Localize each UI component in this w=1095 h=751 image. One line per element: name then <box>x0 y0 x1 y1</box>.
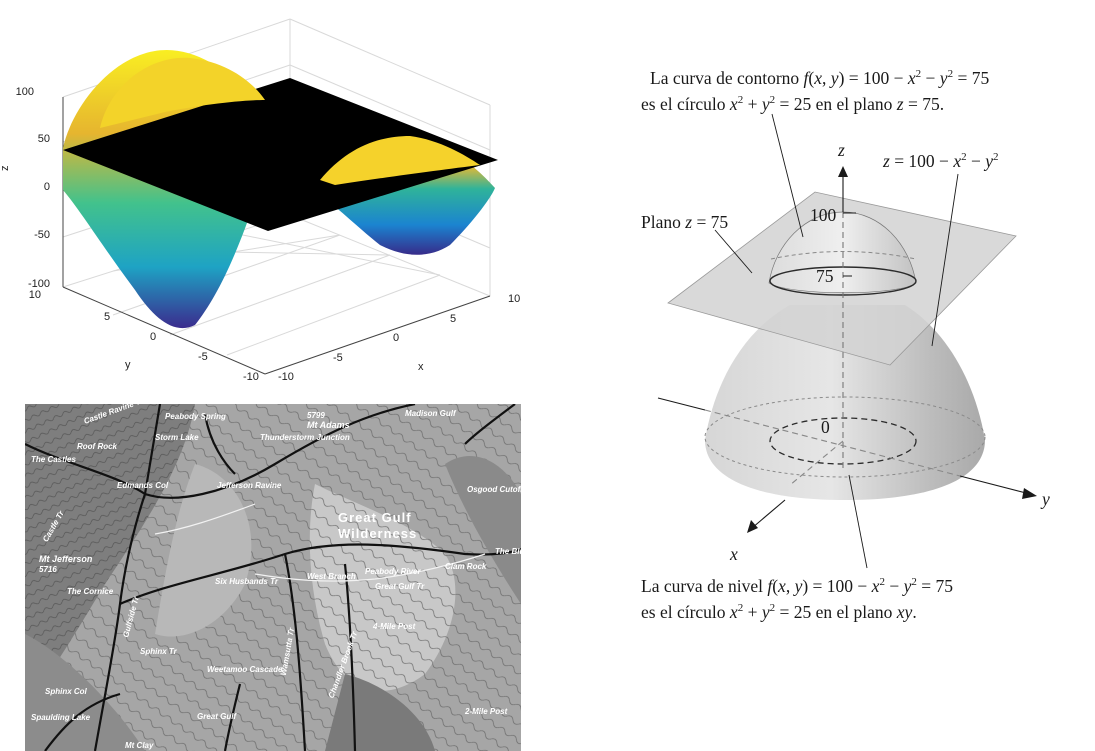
map-label: Sphinx Tr <box>140 647 178 656</box>
x-axis-arrowhead <box>747 520 758 533</box>
map-label: Osgood Cutoff <box>467 485 521 494</box>
surface-equation-label: z = 100 − x2 − y2 <box>882 151 999 171</box>
tick-100: 100 <box>810 205 837 225</box>
map-label: Peabody River <box>365 567 421 576</box>
y-tick: -10 <box>243 371 259 383</box>
z-tick: 100 <box>16 86 34 98</box>
map-label: Storm Lake <box>155 433 199 442</box>
map-label: West Branch <box>307 572 356 581</box>
contour-caption-line2: es el círculo x2 + y2 = 25 en el plano z… <box>641 94 944 114</box>
map-title: Wilderness <box>338 526 417 541</box>
map-label: The Castles <box>31 455 76 464</box>
base-ellipse <box>704 396 986 478</box>
map-label: 2-Mile Post <box>464 707 508 716</box>
surface-peak-right <box>320 136 480 185</box>
contour-caption-line1: La curva de contorno f(x, y) = 100 − x2 … <box>650 68 989 88</box>
plane-z40 <box>63 78 498 231</box>
map-label: Roof Rock <box>77 442 118 451</box>
map-label: Mt Clay <box>125 741 154 750</box>
map-label: Clam Rock <box>445 562 487 571</box>
map-label: The Cornice <box>67 587 114 596</box>
y-tick: -5 <box>198 351 208 363</box>
x-tick: -5 <box>333 352 343 364</box>
plot-box-front <box>62 97 491 375</box>
z-axis-arrowhead <box>838 166 848 177</box>
map-label: Madison Gulf <box>405 409 457 418</box>
surface-plot-3d: 100 50 0 -50 -100 z 10 5 0 -5 -10 y -10 … <box>0 18 520 383</box>
map-label: Weetamoo Cascade <box>207 665 283 674</box>
map-label: Spaulding Lake <box>31 713 91 722</box>
z-tick: 50 <box>38 133 50 145</box>
trails <box>25 404 521 751</box>
map-label: Six Husbands Tr <box>215 577 279 586</box>
y-ticks: 10 5 0 -5 -10 <box>29 289 259 383</box>
level-caption-line1: La curva de nivel f(x, y) = 100 − x2 − y… <box>641 576 953 596</box>
paraboloid-diagram: La curva de contorno f(x, y) = 100 − x2 … <box>641 68 1050 622</box>
y-tick: 10 <box>29 289 41 301</box>
map-label: Great Gulf Tr <box>375 582 425 591</box>
x-tick: -10 <box>278 371 294 383</box>
surface-peak-left <box>100 57 265 128</box>
topographic-map: 5799 Mt Adams Madison Gulf Thunderstorm … <box>25 404 521 751</box>
map-label: Great Gulf <box>197 712 237 721</box>
tick-75: 75 <box>816 266 834 286</box>
z-tick: -100 <box>28 278 50 290</box>
y-axis-label: y <box>1040 489 1050 509</box>
map-title: Great Gulf <box>338 510 412 525</box>
x-ticks: -10 -5 0 5 10 <box>278 293 520 383</box>
map-label: 5799 <box>307 411 325 420</box>
x-axis-label: x <box>418 361 424 373</box>
map-label: Thunderstorm Junction <box>260 433 350 442</box>
x-axis-label: x <box>729 544 738 564</box>
map-label: The Bluff <box>495 547 521 556</box>
leader-lines <box>714 113 959 569</box>
x-tick: 0 <box>393 332 399 344</box>
z-tick: -50 <box>34 229 50 241</box>
z-axis-label: z <box>0 166 11 172</box>
streams <box>154 503 486 582</box>
y-axis-label: y <box>125 359 131 371</box>
map-label: Mt Adams <box>307 420 350 430</box>
x-tick: 10 <box>508 293 520 305</box>
y-tick: 0 <box>150 331 156 343</box>
map-label: Sphinx Col <box>45 687 88 696</box>
paraboloid-surface <box>705 305 985 500</box>
z-tick: 0 <box>44 181 50 193</box>
y-tick: 5 <box>104 311 110 323</box>
map-label: Peabody Spring <box>165 412 226 421</box>
map-label: Mt Jefferson <box>39 554 93 564</box>
z-ticks: 100 50 0 -50 -100 <box>16 86 50 290</box>
plane-label: Plano z = 75 <box>641 212 728 232</box>
map-label: 4-Mile Post <box>372 622 416 631</box>
tick-0: 0 <box>821 417 830 437</box>
level-caption-line2: es el círculo x2 + y2 = 25 en el plano x… <box>641 602 917 622</box>
axes <box>657 175 1031 529</box>
map-label: Jefferson Ravine <box>217 481 282 490</box>
x-tick: 5 <box>450 313 456 325</box>
map-label: Edmands Col <box>117 481 169 490</box>
y-axis-arrowhead <box>1022 488 1037 499</box>
z-axis-label: z <box>837 140 845 160</box>
map-label: 5716 <box>39 565 57 574</box>
